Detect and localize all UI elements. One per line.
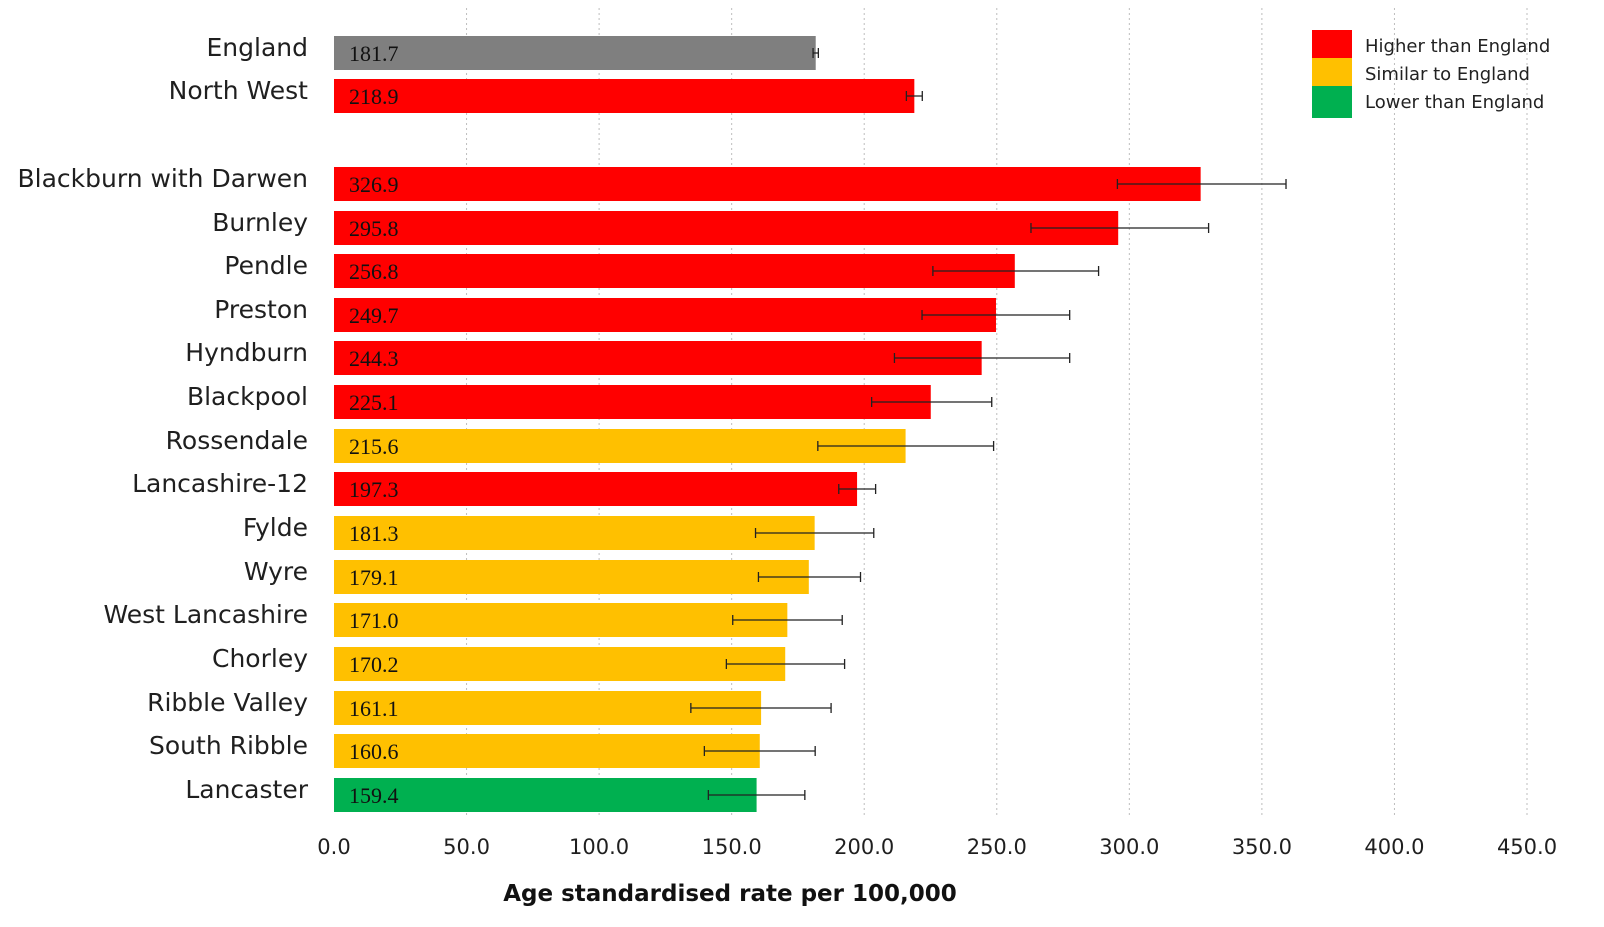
category-label: Lancashire-12 <box>132 469 308 498</box>
x-tick-label: 450.0 <box>1497 835 1557 859</box>
bar <box>334 341 982 375</box>
error-bar <box>732 615 843 625</box>
bar-value-label: 181.7 <box>349 41 399 66</box>
x-axis-ticks: 0.0 50.0 100.0 150.0 200.0 250.0 300.0 350.0 400… <box>317 835 1557 859</box>
error-bar <box>838 484 877 494</box>
error-bar <box>921 310 1071 320</box>
error-bars <box>690 48 1287 800</box>
bar <box>334 429 906 463</box>
legend-label: Similar to England <box>1365 64 1530 85</box>
category-label: Wyre <box>244 557 308 586</box>
category-label: Pendle <box>224 251 308 280</box>
category-label: Burnley <box>212 208 308 237</box>
category-label: Rossendale <box>166 426 308 455</box>
legend-item: Lower than England <box>1312 86 1544 118</box>
bar <box>334 603 788 637</box>
category-label: Blackpool <box>187 382 308 411</box>
x-tick-label: 250.0 <box>967 835 1027 859</box>
x-tick-label: 100.0 <box>569 835 629 859</box>
legend-label: Lower than England <box>1365 92 1544 113</box>
bar <box>334 691 762 725</box>
legend-item: Higher than England <box>1312 30 1550 62</box>
bar <box>334 167 1201 201</box>
bar-value-label: 256.8 <box>349 259 399 284</box>
bar <box>334 298 996 332</box>
bar <box>334 472 858 506</box>
bar <box>334 647 786 681</box>
bar <box>334 211 1119 245</box>
bar <box>334 734 760 768</box>
bar-value-label: 171.0 <box>349 608 399 633</box>
bar-value-label: 225.1 <box>349 390 399 415</box>
error-bar <box>1116 179 1287 189</box>
category-label: Blackburn with Darwen <box>18 164 309 193</box>
x-tick-label: 400.0 <box>1364 835 1424 859</box>
bar-value-label: 295.8 <box>349 216 399 241</box>
error-bar <box>870 397 993 407</box>
bar-value-label: 161.1 <box>349 696 399 721</box>
x-axis-title: Age standardised rate per 100,000 <box>503 881 957 907</box>
bar-value-label: 197.3 <box>349 477 399 502</box>
bar-value-label: 181.3 <box>349 521 399 546</box>
error-bar <box>812 48 820 58</box>
x-tick-label: 300.0 <box>1099 835 1159 859</box>
x-tick-label: 50.0 <box>443 835 490 859</box>
error-bar <box>754 528 875 538</box>
bars <box>334 36 1201 812</box>
error-bar <box>893 353 1071 363</box>
category-label: North West <box>169 76 309 105</box>
bar-value-label: 179.1 <box>349 565 399 590</box>
x-tick-label: 200.0 <box>834 835 894 859</box>
x-tick-label: 0.0 <box>317 835 350 859</box>
error-bar <box>757 572 862 582</box>
x-tick-label: 150.0 <box>702 835 762 859</box>
category-label: Ribble Valley <box>147 688 308 717</box>
category-label: South Ribble <box>149 731 308 760</box>
bar-value-label: 326.9 <box>349 172 399 197</box>
error-bar <box>817 441 995 451</box>
bar <box>334 516 815 550</box>
bar <box>334 79 915 113</box>
error-bar <box>932 266 1100 276</box>
error-bar <box>703 746 816 756</box>
legend-swatch <box>1312 30 1352 62</box>
error-bar <box>690 703 832 713</box>
x-tick-label: 350.0 <box>1232 835 1292 859</box>
bar <box>334 36 816 70</box>
error-bar <box>725 659 846 669</box>
category-label: Preston <box>214 295 308 324</box>
bar-value-label: 218.9 <box>349 84 399 109</box>
bar <box>334 560 809 594</box>
bar-value-label: 159.4 <box>349 783 399 808</box>
bar-value-label: 244.3 <box>349 346 399 371</box>
bar <box>334 385 931 419</box>
legend-swatch <box>1312 86 1352 118</box>
bar-value-label: 160.6 <box>349 739 399 764</box>
category-label: Chorley <box>212 644 308 673</box>
legend-item: Similar to England <box>1312 58 1530 90</box>
legend-label: Higher than England <box>1365 36 1550 57</box>
bar <box>334 254 1015 288</box>
bar-value-label: 170.2 <box>349 652 399 677</box>
category-label: Fylde <box>243 513 308 542</box>
error-bar <box>905 91 923 101</box>
category-label: Hyndburn <box>185 338 308 367</box>
category-label: Lancaster <box>185 775 308 804</box>
legend: Higher than England Similar to England Low… <box>1312 30 1550 118</box>
bar-value-label: 249.7 <box>349 303 399 328</box>
bar <box>334 778 757 812</box>
error-bar <box>707 790 806 800</box>
category-label: England <box>207 33 309 62</box>
labels: 181.7 England 218.9 North West 326.9 Blackbur… <box>18 33 399 808</box>
category-label: West Lancashire <box>104 600 309 629</box>
bar-value-label: 215.6 <box>349 434 399 459</box>
legend-swatch <box>1312 58 1352 90</box>
error-bar <box>1030 223 1210 233</box>
